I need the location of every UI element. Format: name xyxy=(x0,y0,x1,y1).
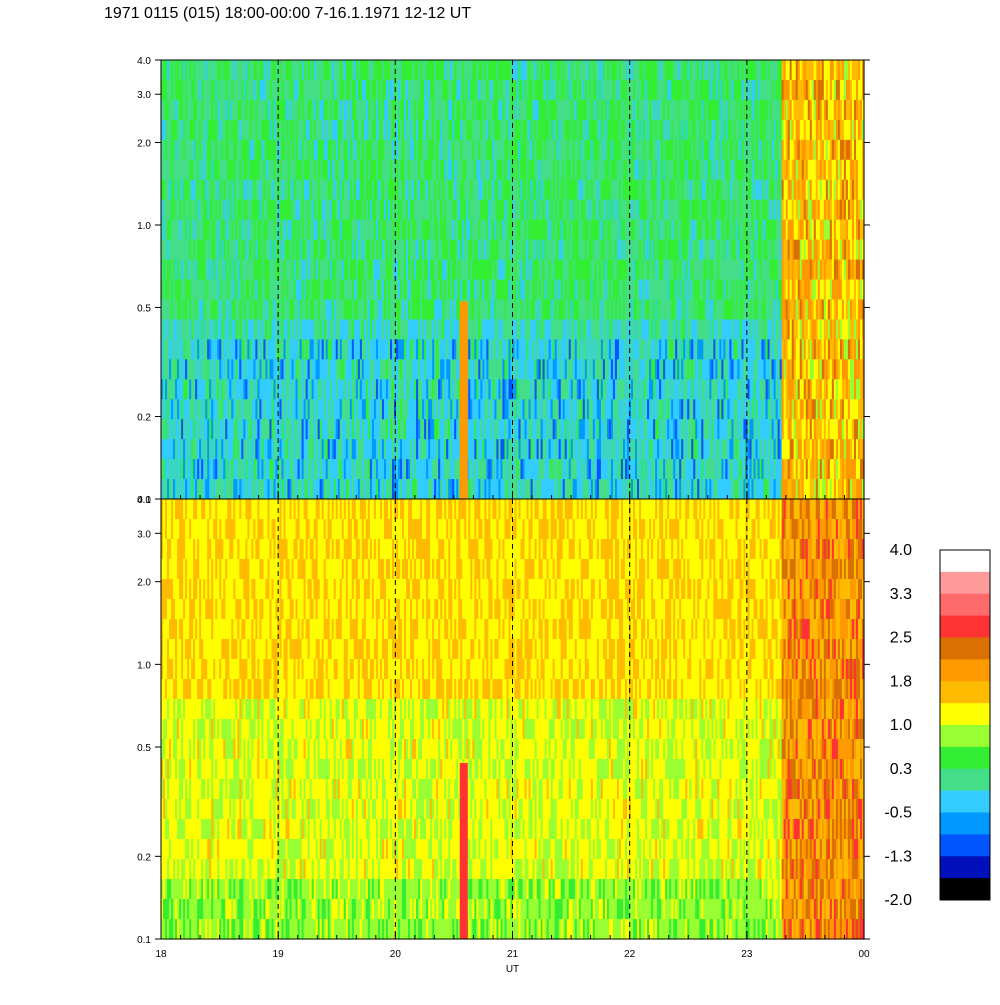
colorbar-swatch xyxy=(940,638,990,660)
x-axis-label: UT xyxy=(506,964,519,975)
x-tick-label: 22 xyxy=(624,949,636,960)
colorbar: 4.0 3.3 2.5 1.8 1.0 0.3 -0.5 -1.3 -2.0 xyxy=(884,542,990,909)
y-tick-label: 0.2 xyxy=(137,852,151,863)
colorbar-label: -0.5 xyxy=(884,805,912,822)
y-tick-label: 0.1 xyxy=(137,935,151,946)
x-tick-label: 23 xyxy=(741,949,753,960)
x-tick-label: 18 xyxy=(155,949,167,960)
y-tick-label: 4.0 xyxy=(137,495,151,506)
colorbar-swatch xyxy=(940,659,990,681)
y-tick-label: 3.0 xyxy=(137,90,151,101)
colorbar-swatch xyxy=(940,594,990,616)
colorbar-label: -1.3 xyxy=(884,848,912,865)
colorbar-label: 1.0 xyxy=(890,717,912,734)
colorbar-swatch xyxy=(940,725,990,747)
y-tick-label: 3.0 xyxy=(137,529,151,540)
y-tick-label: 1.0 xyxy=(137,660,151,671)
colorbar-swatch xyxy=(940,550,990,572)
y-tick-label: 0.5 xyxy=(137,743,151,754)
colorbar-swatch xyxy=(940,572,990,594)
y-tick-label: 4.0 xyxy=(137,56,151,67)
colorbar-swatch xyxy=(940,834,990,856)
y-tick-label: 1.0 xyxy=(137,221,151,232)
colorbar-swatch xyxy=(940,791,990,813)
x-tick-label: 00 xyxy=(858,949,870,960)
x-tick-label: 21 xyxy=(507,949,519,960)
colorbar-swatch xyxy=(940,616,990,638)
colorbar-swatch xyxy=(940,681,990,703)
colorbar-label: 2.5 xyxy=(890,630,912,647)
colorbar-swatch xyxy=(940,703,990,725)
colorbar-label: 0.3 xyxy=(890,761,912,778)
colorbar-swatch xyxy=(940,856,990,878)
x-tick-label: 20 xyxy=(390,949,402,960)
colorbar-label: 1.8 xyxy=(890,673,912,690)
colorbar-swatch xyxy=(940,769,990,791)
chart-title: 1971 0115 (015) 18:00-00:00 7-16.1.1971 … xyxy=(104,5,471,23)
colorbar-label: 4.0 xyxy=(890,542,912,559)
colorbar-swatch xyxy=(940,878,990,900)
colorbar-swatch xyxy=(940,747,990,769)
y-tick-label: 0.2 xyxy=(137,413,151,424)
y-tick-label: 2.0 xyxy=(137,578,151,589)
colorbar-swatch xyxy=(940,813,990,835)
colorbar-label: -2.0 xyxy=(884,892,912,909)
colorbar-label: 3.3 xyxy=(890,586,912,603)
y-tick-label: 2.0 xyxy=(137,138,151,149)
x-tick-label: 19 xyxy=(273,949,285,960)
y-tick-label: 0.5 xyxy=(137,303,151,314)
